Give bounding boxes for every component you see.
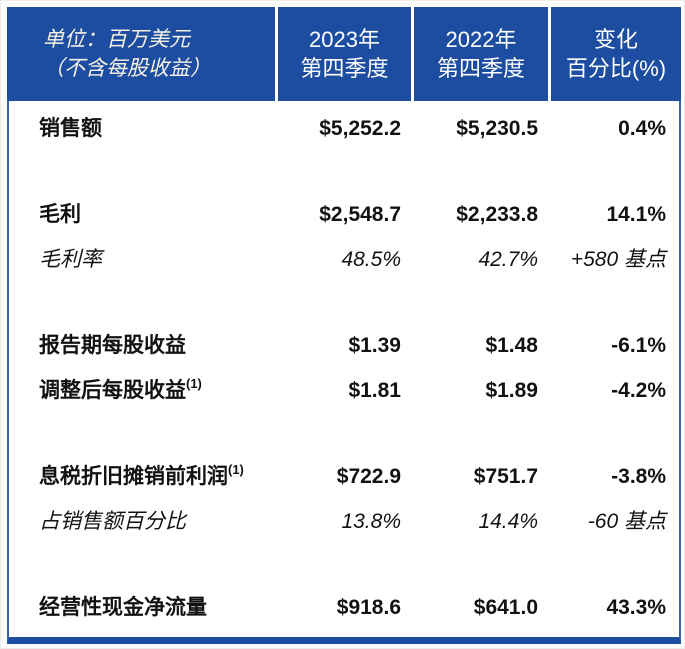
row-group: 毛利 $2,548.7 $2,233.8 14.1% 毛利率 48.5% 42.… (9, 202, 679, 273)
row-label-text: 息税折旧摊销前利润 (39, 465, 228, 488)
value-2023-q4: $2,548.7 (319, 203, 401, 226)
value-2022-q4: $1.89 (485, 379, 538, 402)
row-label-text: 经营性现金净流量 (39, 596, 207, 619)
row-label: 报告期每股收益 (9, 333, 275, 359)
table-row: 占销售额百分比 13.8% 14.4% -60 基点 (9, 509, 679, 535)
row-label-text: 报告期每股收益 (39, 334, 186, 357)
row-label: 占销售额百分比 (9, 509, 275, 535)
header-col-change-pct: 变化 百分比(%) (548, 7, 681, 101)
header-col-2022-q4: 2022年 第四季度 (411, 7, 548, 101)
row-label-text: 毛利率 (39, 248, 102, 271)
header-2022-line2: 第四季度 (436, 56, 525, 81)
row-label: 销售额 (9, 116, 275, 142)
value-2023-q4: $5,252.2 (319, 117, 401, 140)
row-label: 毛利率 (9, 247, 275, 273)
row-label-text: 销售额 (39, 117, 102, 140)
table-row: 销售额 $5,252.2 $5,230.5 0.4% (9, 116, 679, 142)
row-group: 销售额 $5,252.2 $5,230.5 0.4% (9, 116, 679, 142)
header-2023-line1: 2023年 (309, 27, 380, 52)
header-unit-cell: 单位：百万美元 （不含每股收益） (7, 7, 275, 101)
table-row: 毛利率 48.5% 42.7% +580 基点 (9, 247, 679, 273)
value-2022-q4: $751.7 (473, 465, 538, 488)
value-change-pct: -4.2% (611, 379, 666, 402)
unit-line1: 单位：百万美元 (43, 28, 190, 51)
value-change-pct: 0.4% (618, 117, 666, 140)
header-2023-line2: 第四季度 (300, 56, 389, 81)
row-label-text: 毛利 (39, 203, 81, 226)
value-change-pct: -3.8% (611, 465, 666, 488)
row-group: 报告期每股收益 $1.39 $1.48 -6.1% 调整后每股收益(1) $1.… (9, 333, 679, 404)
unit-line2: （不含每股收益） (43, 57, 211, 80)
value-2022-q4: $1.48 (485, 334, 538, 357)
row-group: 经营性现金净流量 $918.6 $641.0 43.3% (9, 595, 679, 621)
value-2022-q4: 42.7% (478, 248, 538, 271)
row-label: 调整后每股收益(1) (9, 376, 275, 404)
value-change-pct: 43.3% (606, 596, 666, 619)
table-row: 调整后每股收益(1) $1.81 $1.89 -4.2% (9, 376, 679, 404)
table-row: 报告期每股收益 $1.39 $1.48 -6.1% (9, 333, 679, 359)
value-2022-q4: 14.4% (478, 510, 538, 533)
footnote-marker: (1) (228, 462, 244, 477)
value-2022-q4: $641.0 (473, 596, 538, 619)
value-2023-q4: $1.81 (348, 379, 401, 402)
value-change-pct: -6.1% (611, 334, 666, 357)
value-change-pct: +580 基点 (570, 248, 666, 271)
row-label-text: 占销售额百分比 (39, 510, 186, 533)
value-2023-q4: 13.8% (341, 510, 401, 533)
quarterly-results-table: 单位：百万美元 （不含每股收益） 2023年 第四季度 2022年 第四季度 变… (7, 7, 681, 644)
row-label-text: 调整后每股收益 (39, 379, 186, 402)
value-2023-q4: $722.9 (336, 465, 401, 488)
row-label: 经营性现金净流量 (9, 595, 275, 621)
value-2023-q4: $918.6 (336, 596, 401, 619)
row-label: 息税折旧摊销前利润(1) (9, 462, 275, 490)
value-change-pct: -60 基点 (587, 510, 666, 533)
value-2022-q4: $2,233.8 (456, 203, 538, 226)
header-change-line2: 百分比(%) (565, 56, 667, 81)
table-row: 息税折旧摊销前利润(1) $722.9 $751.7 -3.8% (9, 462, 679, 490)
footnote-marker: (1) (186, 376, 202, 391)
value-change-pct: 14.1% (606, 203, 666, 226)
row-group: 息税折旧摊销前利润(1) $722.9 $751.7 -3.8% 占销售额百分比… (9, 462, 679, 535)
value-2023-q4: 48.5% (341, 248, 401, 271)
header-2022-line1: 2022年 (445, 27, 517, 52)
row-label: 毛利 (9, 202, 275, 228)
header-change-line1: 变化 (593, 27, 638, 52)
table-header: 单位：百万美元 （不含每股收益） 2023年 第四季度 2022年 第四季度 变… (7, 7, 681, 101)
value-2022-q4: $5,230.5 (456, 117, 538, 140)
table-row: 经营性现金净流量 $918.6 $641.0 43.3% (9, 595, 679, 621)
header-col-2023-q4: 2023年 第四季度 (275, 7, 411, 101)
table-row: 毛利 $2,548.7 $2,233.8 14.1% (9, 202, 679, 228)
value-2023-q4: $1.39 (348, 334, 401, 357)
table-body: 销售额 $5,252.2 $5,230.5 0.4% 毛利 $2,548.7 $… (7, 101, 681, 644)
